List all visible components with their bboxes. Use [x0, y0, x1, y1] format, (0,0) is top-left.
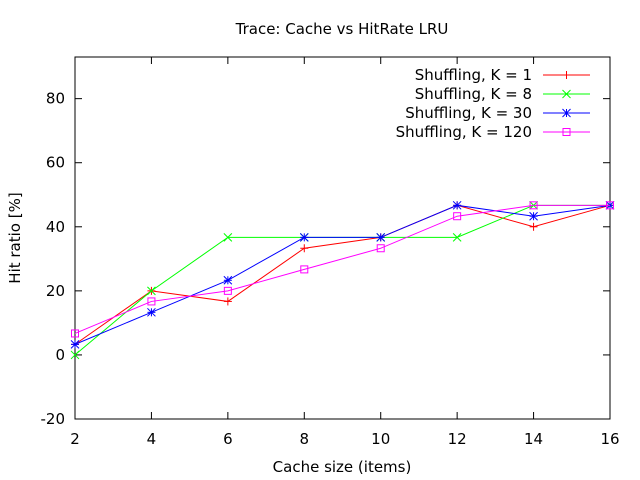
axes: 2 4 6 8 10 12 14 16 -20 0 20 40 60 80 — [41, 56, 620, 448]
legend-item: Shuffling, K = 8 — [415, 85, 590, 103]
y-tick-label: -20 — [41, 410, 66, 428]
series-1 — [71, 201, 614, 349]
legend-swatch-marker — [562, 128, 571, 136]
series-line — [74, 204, 610, 356]
data-point — [299, 233, 309, 242]
data-point — [223, 297, 232, 306]
plot-series — [70, 200, 615, 360]
data-point — [147, 307, 156, 317]
x-tick-label: 2 — [70, 430, 80, 448]
data-point — [452, 200, 462, 210]
data-point — [223, 275, 233, 285]
data-point — [529, 201, 538, 210]
plot-frame — [74, 56, 611, 420]
legend-label: Shuffling, K = 30 — [405, 104, 532, 122]
data-point — [453, 212, 462, 221]
legend-swatch-marker — [562, 89, 571, 99]
legend-item: Shuffling, K = 1 — [415, 66, 590, 84]
legend-label: Shuffling, K = 120 — [396, 123, 532, 141]
series-4 — [71, 201, 614, 338]
y-tick-label: 80 — [46, 90, 65, 108]
x-tick-label: 8 — [300, 430, 310, 448]
x-tick-label: 14 — [524, 430, 543, 448]
series-line — [74, 204, 611, 345]
data-point — [223, 286, 232, 295]
series-line — [74, 204, 610, 334]
x-tick-label: 4 — [147, 430, 157, 448]
data-point — [376, 244, 385, 253]
x-axis-label: Cache size (items) — [273, 458, 412, 476]
data-point — [376, 233, 386, 242]
data-point — [71, 329, 79, 338]
y-tick-label: 0 — [55, 346, 65, 364]
series-line — [74, 204, 611, 345]
legend-item: Shuffling, K = 120 — [396, 123, 590, 141]
data-point — [70, 350, 80, 360]
y-tick-label: 60 — [46, 154, 65, 172]
data-point — [606, 201, 614, 210]
legend-label: Shuffling, K = 8 — [415, 85, 532, 103]
data-point — [300, 244, 309, 253]
x-tick-label: 6 — [223, 430, 233, 448]
legend-item: Shuffling, K = 30 — [405, 104, 590, 122]
x-tick-label: 16 — [600, 430, 619, 448]
y-axis-label: Hit ratio [%] — [6, 192, 24, 283]
data-point — [223, 233, 233, 242]
y-tick-label: 40 — [46, 218, 65, 236]
series-3 — [70, 200, 615, 349]
data-point — [147, 297, 156, 306]
data-point — [300, 265, 309, 274]
legend-swatch-marker — [562, 71, 571, 79]
x-tick-label: 10 — [371, 430, 390, 448]
legend-label: Shuffling, K = 1 — [415, 66, 532, 84]
data-point — [70, 340, 80, 349]
data-point — [529, 211, 538, 221]
chart-title: Trace: Cache vs HitRate LRU — [235, 20, 449, 38]
data-point — [147, 286, 156, 296]
x-tick-label: 12 — [448, 430, 467, 448]
data-point — [529, 222, 538, 231]
data-point — [452, 233, 462, 242]
y-tick-label: 20 — [46, 282, 65, 300]
legend-swatch-marker — [562, 108, 571, 118]
series-2 — [70, 200, 615, 360]
